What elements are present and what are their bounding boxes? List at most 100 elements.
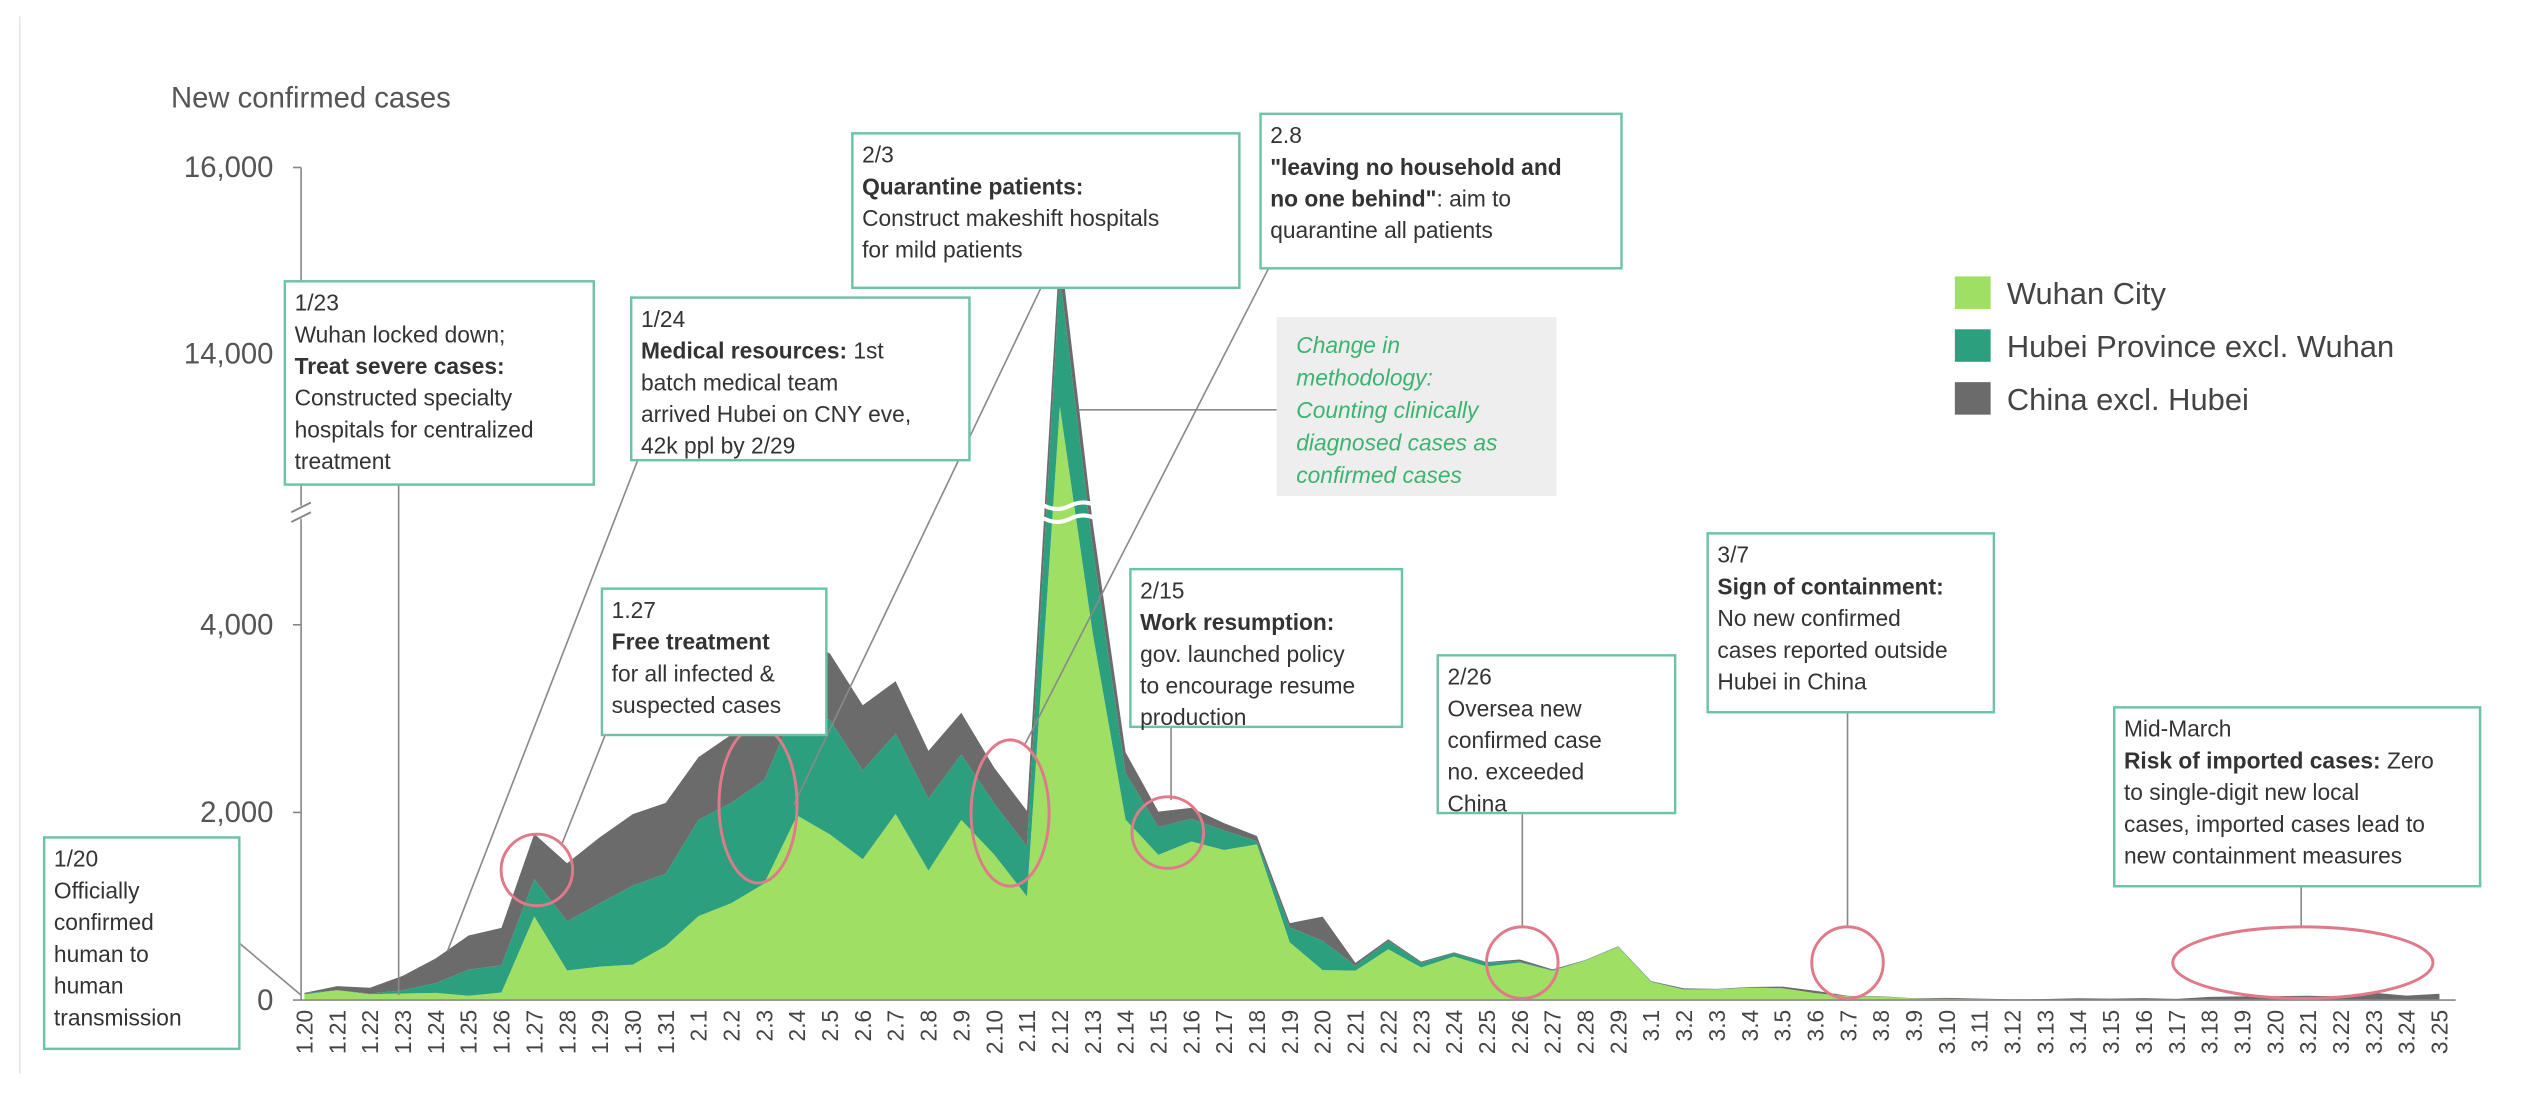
annotation-segment: : aim to [1436,186,1511,212]
x-tick-label: 3.24 [2394,1010,2420,1054]
annotation-text: "leaving no household and [1270,154,1561,180]
annotation-segment: Sign of containment: [1717,573,1943,599]
annotation-text: transmission [54,1004,182,1030]
x-tick-label: 2.11 [1014,1010,1040,1053]
x-tick-label: 2.10 [981,1010,1007,1054]
x-tick-label: 1.20 [291,1010,317,1054]
highlight-circle [2171,925,2435,1000]
annotation-segment: Treat severe cases: [295,353,505,379]
x-tick-label: 2.7 [883,1010,909,1042]
x-tick-label: 1.21 [324,1010,350,1054]
annotation-text: 42k ppl by 2/29 [641,433,795,459]
x-tick-label: 2.5 [817,1010,843,1042]
x-tick-label: 2.19 [1277,1010,1303,1054]
x-tick-label: 3.8 [1868,1010,1894,1042]
annotation-text: production [1140,704,1246,730]
x-tick-label: 2.22 [1375,1010,1401,1054]
legend-label: Hubei Province excl. Wuhan [2007,329,2394,364]
x-tick-label: 2.25 [1474,1010,1500,1054]
x-tick-label: 1.27 [521,1010,547,1054]
x-tick-label: 2.26 [1507,1010,1533,1054]
x-tick-label: 2.1 [686,1010,712,1042]
annotation-box [1436,654,1677,815]
annotation-text: Treat severe cases: [295,353,505,379]
annotation-text: Construct makeshift hospitals [862,205,1159,231]
highlight-circle [499,832,575,908]
x-tick-label: 2.18 [1244,1010,1270,1054]
x-tick-label: 1.28 [554,1010,580,1054]
annotation-text: new containment measures [2124,842,2402,868]
area [304,406,2440,1001]
annotation-text: hospitals for centralized [295,416,534,442]
y-tick-label: 2,000 [200,797,273,829]
note-text: methodology: [1296,364,1433,390]
annotation-text: China [1448,790,1508,816]
x-tick-label: 2.12 [1047,1010,1073,1054]
annotation-box [629,296,971,462]
x-tick-label: 2.24 [1441,1010,1467,1054]
annotation-text: Wuhan locked down; [295,321,506,347]
x-tick-label: 3.19 [2229,1010,2255,1054]
annotation-segment: Zero [2381,747,2434,773]
x-tick-label: 2.3 [751,1010,777,1042]
annotation-text: no one behind": aim to [1270,186,1511,212]
annotation-box [283,280,596,486]
annotation-text: No new confirmed [1717,605,1900,631]
highlight-circle [969,738,1051,888]
x-tick-label: 1.22 [357,1010,383,1054]
x-tick-label: 3.17 [2164,1010,2190,1054]
annotation-text: for all infected & [612,660,775,686]
annotation-text: Mid-March [2124,716,2231,742]
note-text: Counting clinically [1296,397,1480,423]
annotation-text: cases reported outside [1717,637,1947,663]
leader-line [446,459,639,952]
annotation-text: 2/26 [1448,664,1492,690]
annotation-text: 1/23 [295,290,339,316]
y-tick-label: 16,000 [184,152,274,184]
leader-line [238,942,302,996]
x-tick-label: 3.14 [2065,1010,2091,1054]
y-tick-label: 0 [257,985,273,1017]
annotation-text: Risk of imported cases: Zero [2124,747,2434,773]
annotation-segment: 1st [847,338,884,364]
axis-break [290,501,312,523]
leader-line [1023,267,1270,746]
annotation-box [1259,112,1623,270]
x-tick-label: 2.8 [916,1010,942,1042]
annotation-segment: Work resumption: [1140,609,1334,635]
annotation-segment: Quarantine patients: [862,173,1083,199]
annotation-text: Free treatment [612,629,770,655]
x-tick-label: 3.15 [2098,1010,2124,1054]
x-tick-label: 3.18 [2197,1010,2223,1054]
x-tick-label: 1.30 [620,1010,646,1054]
y-axis-label: New confirmed cases [171,82,451,114]
x-tick-label: 3.21 [2295,1010,2321,1054]
annotation-text: no. exceeded [1448,759,1585,785]
legend-swatch [1954,382,1991,415]
x-tick-label: 2.23 [1408,1010,1434,1054]
annotation-text: Officially [54,877,140,903]
annotation-text: suspected cases [612,692,781,718]
leader-line [793,287,1042,806]
annotation-text: arrived Hubei on CNY eve, [641,401,911,427]
x-tick-label: 1.24 [423,1010,449,1054]
annotation-text: 1/20 [54,846,98,872]
x-tick-label: 3.3 [1704,1010,1730,1042]
annotation-text: 2.8 [1270,122,1302,148]
annotation-text: cases, imported cases lead to [2124,811,2425,837]
annotation-segment: Free treatment [612,629,770,655]
annotation-box [851,132,1241,290]
highlight-circle [1810,925,1885,1000]
annotation-text: confirmed case [1448,727,1602,753]
annotation-text: 3/7 [1717,542,1749,568]
x-tick-label: 1.25 [456,1010,482,1054]
annotation-box [2112,706,2482,888]
annotation-text: Work resumption: [1140,609,1334,635]
x-tick-label: 2.28 [1573,1010,1599,1054]
annotation-text: Oversea new [1448,695,1583,721]
x-tick-label: 3.25 [2427,1010,2453,1054]
note-text: confirmed cases [1296,462,1462,488]
annotation-text: for mild patients [862,237,1023,263]
x-tick-label: 2.9 [948,1010,974,1042]
